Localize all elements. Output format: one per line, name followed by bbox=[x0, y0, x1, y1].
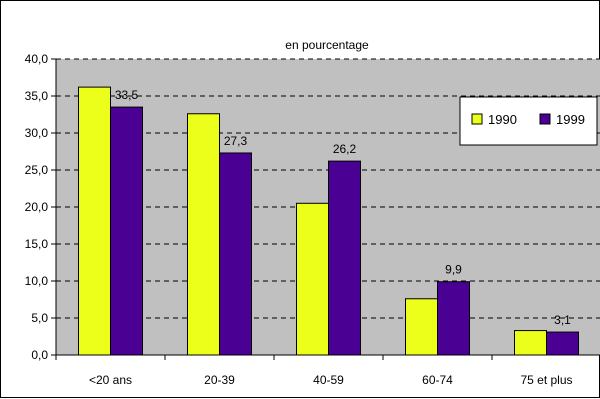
data-label: 27,3 bbox=[224, 134, 248, 148]
legend-swatch-1999 bbox=[539, 113, 551, 125]
legend-swatch-1990 bbox=[471, 113, 483, 125]
legend-label-1990: 1990 bbox=[488, 112, 517, 127]
y-tick-label: 30,0 bbox=[25, 126, 49, 140]
legend: 1990 1999 bbox=[459, 96, 598, 146]
legend-label-1999: 1999 bbox=[556, 112, 585, 127]
bar-1990 bbox=[187, 113, 220, 356]
x-tick-label: 40-59 bbox=[313, 373, 344, 387]
x-tick-label: 75 et plus bbox=[520, 373, 572, 387]
bar-1999 bbox=[328, 160, 361, 356]
data-label: 26,2 bbox=[333, 142, 357, 156]
y-tick-label: 40,0 bbox=[25, 52, 49, 66]
bar-1990 bbox=[78, 86, 111, 356]
bar-1999 bbox=[110, 106, 143, 356]
bar-1990 bbox=[514, 330, 547, 356]
y-tick-label: 0,0 bbox=[31, 348, 48, 362]
x-tick-label: 60-74 bbox=[422, 373, 453, 387]
bar-1990 bbox=[296, 202, 329, 356]
data-label: 3,1 bbox=[554, 313, 571, 327]
y-tick-label: 35,0 bbox=[25, 89, 49, 103]
data-label: 9,9 bbox=[445, 263, 462, 277]
bar-1999 bbox=[219, 152, 252, 356]
y-tick-label: 20,0 bbox=[25, 200, 49, 214]
x-tick-label: 20-39 bbox=[204, 373, 235, 387]
bar-1999 bbox=[546, 331, 579, 356]
bar-1999 bbox=[437, 281, 470, 356]
y-tick-label: 15,0 bbox=[25, 237, 49, 251]
bar-1990 bbox=[405, 298, 438, 356]
x-tick-label: <20 ans bbox=[89, 373, 132, 387]
data-label: 33,5 bbox=[115, 88, 139, 102]
chart-title: en pourcentage bbox=[285, 38, 369, 52]
legend-box bbox=[459, 96, 598, 146]
y-tick-label: 25,0 bbox=[25, 163, 49, 177]
y-tick-label: 5,0 bbox=[31, 311, 48, 325]
y-tick-label: 10,0 bbox=[25, 274, 49, 288]
